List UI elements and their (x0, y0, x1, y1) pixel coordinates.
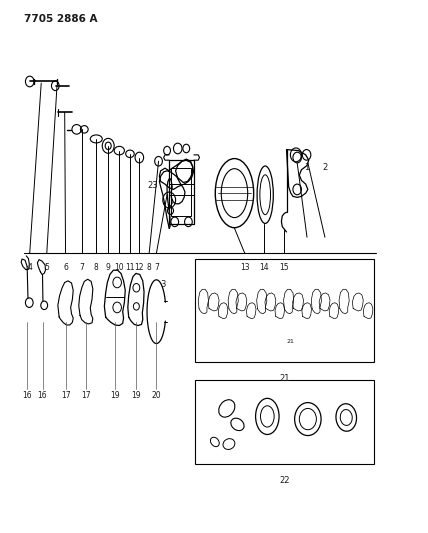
Text: 7: 7 (79, 263, 84, 272)
Text: 8: 8 (94, 263, 98, 272)
Text: 15: 15 (279, 263, 289, 272)
Text: 21: 21 (287, 338, 295, 344)
Text: 17: 17 (61, 391, 70, 400)
Text: 5: 5 (45, 263, 49, 272)
Text: 7705 2886 A: 7705 2886 A (24, 14, 98, 24)
Text: 13: 13 (240, 263, 250, 272)
Text: 4: 4 (27, 263, 32, 272)
Text: 9: 9 (106, 263, 110, 272)
Text: 14: 14 (259, 263, 269, 272)
Text: 11: 11 (125, 263, 135, 272)
Text: 6: 6 (63, 263, 68, 272)
Text: 19: 19 (131, 391, 141, 400)
Bar (171, 168, 191, 216)
Text: 22: 22 (279, 476, 290, 485)
Text: 21: 21 (279, 374, 290, 383)
Text: 10: 10 (114, 263, 124, 272)
Text: 16: 16 (38, 391, 48, 400)
Bar (169, 160, 194, 224)
Text: 17: 17 (81, 391, 91, 400)
Text: 8: 8 (147, 263, 152, 272)
Text: 19: 19 (110, 391, 120, 400)
Text: 7: 7 (154, 263, 159, 272)
Bar (195, 259, 374, 362)
Bar (195, 380, 374, 464)
Text: 20: 20 (152, 391, 161, 400)
Text: 2: 2 (322, 163, 327, 172)
Text: 1: 1 (304, 163, 309, 172)
Text: 23: 23 (147, 181, 158, 190)
Text: 12: 12 (134, 263, 144, 272)
Text: 3: 3 (160, 280, 166, 289)
Text: 16: 16 (22, 391, 32, 400)
